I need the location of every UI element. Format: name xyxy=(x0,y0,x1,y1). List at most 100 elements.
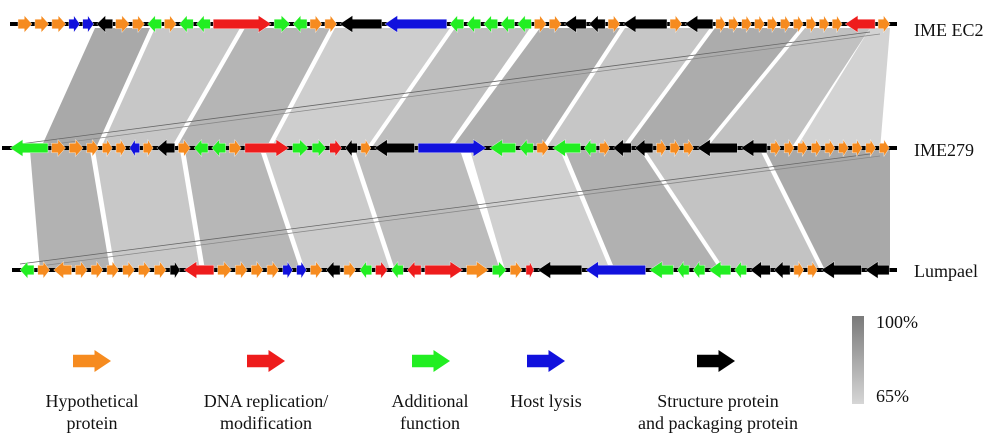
gene-arrow-2-29 xyxy=(537,261,582,279)
gene-arrow-0-8 xyxy=(147,14,162,34)
gene-arrow-1-39 xyxy=(838,138,849,158)
gene-arrow-2-11 xyxy=(217,260,232,280)
crossing-line-1-a xyxy=(19,153,871,265)
legend-arrow-lysis xyxy=(527,350,565,372)
gene-arrow-0-40 xyxy=(819,14,830,34)
gene-arrow-2-10 xyxy=(183,261,215,279)
gene-arrow-0-23 xyxy=(517,14,532,34)
gene-arrow-2-16 xyxy=(296,260,307,280)
gene-arrow-1-28 xyxy=(634,139,654,157)
similarity-link-1-6 xyxy=(565,150,720,270)
gene-arrow-2-9 xyxy=(169,260,181,280)
gene-arrow-0-28 xyxy=(607,14,621,34)
similarity-link-0-5 xyxy=(450,28,620,150)
gene-arrow-0-25 xyxy=(549,14,562,34)
gene-arrow-1-41 xyxy=(865,138,877,158)
gene-arrow-0-22 xyxy=(500,14,515,34)
gene-arrow-0-11 xyxy=(196,14,211,34)
gene-arrow-1-9 xyxy=(178,138,191,158)
gene-arrow-2-38 xyxy=(793,260,805,280)
gene-arrow-1-4 xyxy=(102,138,113,158)
gene-arrow-0-26 xyxy=(563,15,587,33)
gene-arrow-2-31 xyxy=(649,261,674,279)
gene-arrow-2-4 xyxy=(90,260,104,280)
gene-arrow-1-16 xyxy=(329,138,342,158)
gene-arrow-2-20 xyxy=(359,260,372,280)
similarity-link-0-0 xyxy=(40,28,150,150)
genome-label-ime279: IME279 xyxy=(914,140,974,160)
gene-arrow-0-0 xyxy=(17,14,33,34)
gene-arrow-2-22 xyxy=(391,260,404,280)
gene-arrow-2-7 xyxy=(138,260,151,280)
gene-arrow-2-21 xyxy=(375,260,388,280)
legend-label-dna-replication: DNA replication/modification xyxy=(203,391,329,433)
gene-arrow-0-7 xyxy=(132,14,145,34)
gene-arrow-0-37 xyxy=(780,14,791,34)
gene-arrow-2-26 xyxy=(492,260,507,280)
gene-arrow-2-12 xyxy=(235,260,248,280)
gene-arrow-1-25 xyxy=(583,138,597,158)
gene-arrow-0-4 xyxy=(82,14,94,34)
gene-arrow-2-6 xyxy=(122,260,135,280)
crossing-line-0-a xyxy=(19,31,871,145)
gene-arrow-0-41 xyxy=(832,14,843,34)
gene-arrow-2-8 xyxy=(154,260,167,280)
gene-arrow-1-17 xyxy=(345,138,358,158)
gene-arrow-1-10 xyxy=(193,138,209,158)
similarity-link-0-4 xyxy=(370,28,530,150)
gene-arrow-2-41 xyxy=(864,261,890,279)
gene-arrow-0-31 xyxy=(684,15,714,33)
gene-arrow-1-11 xyxy=(211,138,226,158)
gene-arrow-1-19 xyxy=(374,139,415,157)
legend-arrow-hypothetical xyxy=(73,350,111,372)
gene-arrow-1-40 xyxy=(852,138,863,158)
gene-arrow-0-5 xyxy=(96,15,113,33)
gene-arrow-1-2 xyxy=(68,138,84,158)
gene-arrow-0-17 xyxy=(339,15,382,33)
gene-arrow-1-38 xyxy=(824,138,836,158)
gene-arrow-2-30 xyxy=(585,261,646,279)
gene-arrow-1-14 xyxy=(292,139,309,157)
legend-arrow-structure xyxy=(697,350,735,372)
gene-arrow-0-34 xyxy=(741,14,752,34)
gene-arrow-2-15 xyxy=(282,260,294,280)
gene-arrow-0-21 xyxy=(483,14,498,34)
gene-arrow-1-6 xyxy=(129,138,140,158)
gene-arrow-1-42 xyxy=(879,138,890,158)
similarity-link-1-7 xyxy=(645,150,820,270)
gene-arrow-0-27 xyxy=(588,15,606,33)
gene-arrow-1-34 xyxy=(770,138,781,158)
gene-arrow-2-40 xyxy=(821,261,862,279)
gene-arrow-1-31 xyxy=(683,138,694,158)
gene-arrow-2-39 xyxy=(807,260,818,280)
gene-arrow-0-2 xyxy=(51,14,67,34)
gene-arrow-1-29 xyxy=(656,138,667,158)
similarity-link-1-1 xyxy=(95,150,200,270)
gene-arrow-1-3 xyxy=(86,138,100,158)
gene-arrow-1-5 xyxy=(115,138,127,158)
gene-arrow-2-33 xyxy=(692,260,706,280)
legend-label-additional-function: Additional function xyxy=(391,391,469,433)
similarity-link-0-9 xyxy=(795,28,890,150)
gene-arrow-1-18 xyxy=(360,138,372,158)
genome-label-lumpael: Lumpael xyxy=(914,261,978,281)
gene-arrow-1-37 xyxy=(811,138,822,158)
similarity-link-1-4 xyxy=(355,150,500,270)
crossing-line-1-b xyxy=(39,155,881,267)
gene-arrow-1-12 xyxy=(229,138,242,158)
gene-arrow-1-13 xyxy=(244,139,290,157)
gene-arrow-1-27 xyxy=(612,139,632,157)
gene-arrow-1-23 xyxy=(536,138,550,158)
gene-arrow-2-3 xyxy=(75,260,88,280)
gene-arrow-2-36 xyxy=(749,261,771,279)
genome-label-ime-ec2: IME EC2 xyxy=(914,20,984,40)
gene-arrow-2-18 xyxy=(325,260,341,280)
gene-arrow-2-1 xyxy=(37,260,51,280)
gene-arrow-0-36 xyxy=(767,14,778,34)
gene-arrow-0-18 xyxy=(384,15,447,33)
similarity-link-1-2 xyxy=(185,150,300,270)
gene-arrow-0-9 xyxy=(164,14,177,34)
gene-arrow-0-14 xyxy=(292,14,308,34)
scale-max-label: 100% xyxy=(876,312,918,332)
gene-arrow-1-1 xyxy=(51,138,66,158)
